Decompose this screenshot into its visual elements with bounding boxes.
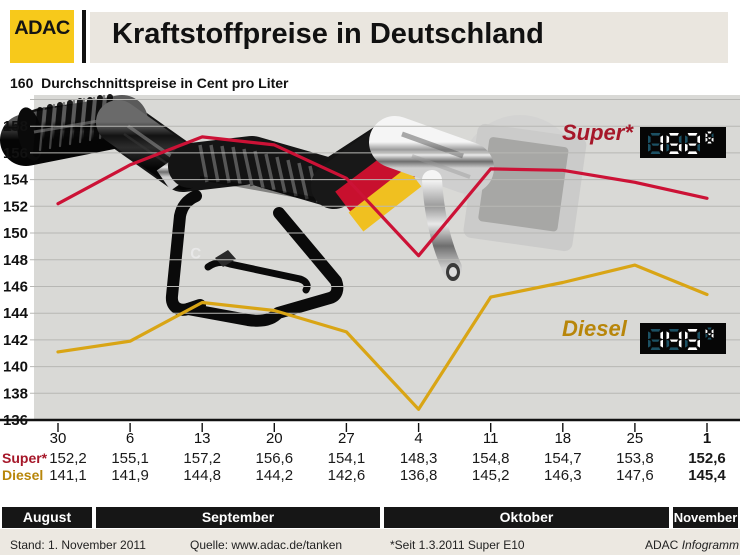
svg-text:144,2: 144,2 (256, 467, 294, 484)
svg-text:136,8: 136,8 (400, 467, 438, 484)
svg-text:152,6: 152,6 (688, 450, 726, 467)
svg-text:27: 27 (338, 430, 355, 447)
svg-text:142,6: 142,6 (328, 467, 366, 484)
svg-text:154,7: 154,7 (544, 450, 582, 467)
svg-text:157,2: 157,2 (183, 450, 221, 467)
svg-text:154,1: 154,1 (328, 450, 366, 467)
svg-text:11: 11 (483, 430, 499, 447)
svg-text:30: 30 (50, 430, 67, 447)
svg-text:145,2: 145,2 (472, 467, 510, 484)
svg-text:148,3: 148,3 (400, 450, 438, 467)
svg-text:4: 4 (414, 430, 422, 447)
svg-text:144,8: 144,8 (183, 467, 221, 484)
svg-text:146,3: 146,3 (544, 467, 582, 484)
svg-text:145,4: 145,4 (688, 467, 726, 484)
svg-text:155,1: 155,1 (111, 450, 149, 467)
svg-text:13: 13 (194, 430, 211, 447)
svg-text:156,6: 156,6 (256, 450, 294, 467)
svg-text:152,2: 152,2 (49, 450, 87, 467)
svg-text:141,9: 141,9 (111, 467, 149, 484)
svg-text:Super*: Super* (2, 450, 48, 466)
svg-text:20: 20 (266, 430, 283, 447)
svg-text:154,8: 154,8 (472, 450, 510, 467)
svg-text:1: 1 (703, 430, 711, 447)
svg-text:18: 18 (554, 430, 571, 447)
svg-text:25: 25 (627, 430, 644, 447)
svg-text:153,8: 153,8 (616, 450, 654, 467)
svg-text:147,6: 147,6 (616, 467, 654, 484)
svg-text:141,1: 141,1 (49, 467, 87, 484)
svg-text:Diesel: Diesel (2, 467, 43, 483)
svg-text:6: 6 (126, 430, 134, 447)
